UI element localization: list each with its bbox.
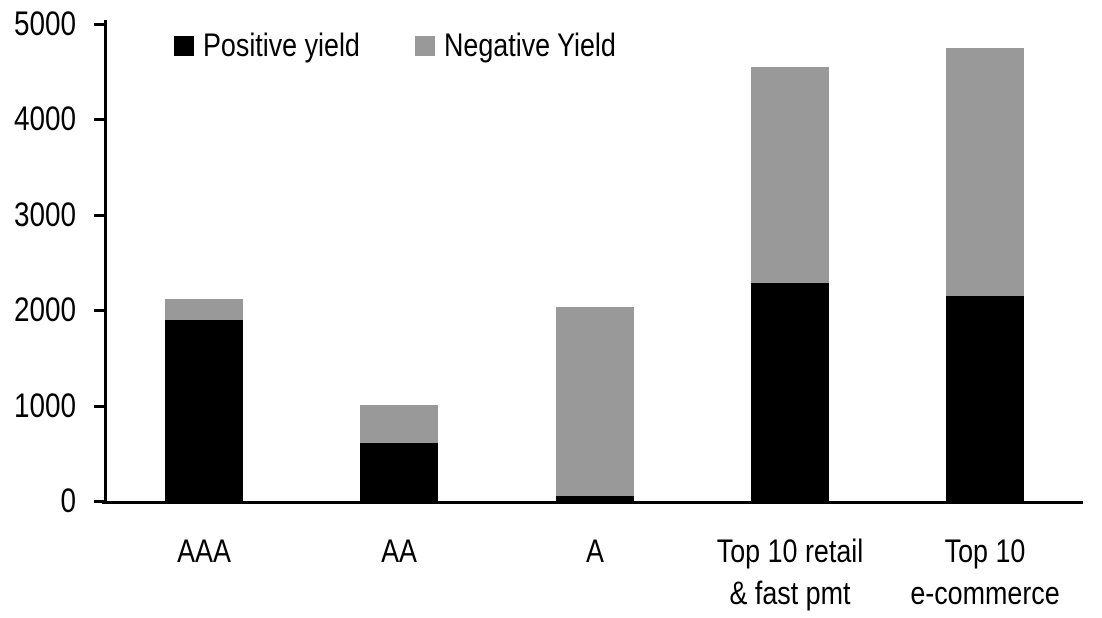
bar-segment [164, 319, 243, 501]
x-axis-line [102, 501, 1083, 504]
bar-segment [750, 66, 829, 284]
y-tick-label: 4000 [13, 100, 77, 139]
x-category-label: A [585, 533, 604, 569]
y-tick-mark [94, 500, 104, 503]
y-tick-mark [94, 214, 104, 217]
y-tick-label: 3000 [13, 195, 77, 234]
y-tick-mark [94, 309, 104, 312]
bar-segment [360, 404, 439, 443]
y-tick-mark [94, 23, 104, 26]
y-tick-mark [94, 118, 104, 121]
y-tick-label: 1000 [13, 386, 77, 425]
bar-segment [555, 496, 634, 501]
x-category-label: AA [381, 533, 418, 569]
y-tick-label: 2000 [13, 291, 77, 330]
y-tick-label: 0 [60, 482, 76, 520]
y-axis-line [104, 20, 107, 504]
legend-label-negative-yield: Negative Yield [444, 27, 616, 63]
bar-segment [750, 283, 829, 501]
bar-segment [946, 295, 1025, 501]
legend-swatch-negative-yield [415, 35, 435, 56]
x-category-label: Top 10 e-commerce [910, 533, 1060, 611]
legend-item-positive-yield: Positive yield [174, 27, 390, 64]
x-category-label: Top 10 retail & fast pmt [716, 533, 864, 611]
legend-label-positive-yield: Positive yield [203, 27, 360, 63]
bar-segment [164, 298, 243, 320]
bar-segment [360, 442, 439, 501]
legend-swatch-positive-yield [174, 35, 194, 56]
legend-item-negative-yield: Negative Yield [415, 27, 649, 64]
y-tick-mark [94, 405, 104, 408]
bar-segment [946, 47, 1025, 296]
y-tick-label: 5000 [13, 5, 77, 43]
x-category-label: AAA [176, 533, 231, 569]
bar-segment [555, 307, 634, 497]
